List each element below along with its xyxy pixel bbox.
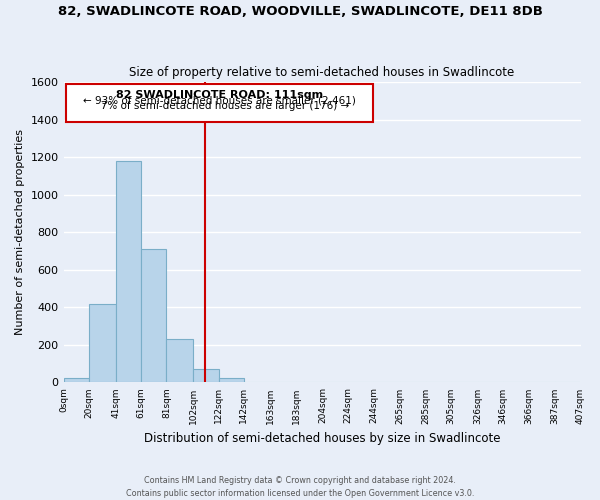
Text: ← 93% of semi-detached houses are smaller (2,461): ← 93% of semi-detached houses are smalle… — [83, 96, 356, 106]
Bar — [141, 250, 166, 382]
Bar — [89, 304, 116, 382]
Bar — [193, 370, 218, 382]
Text: 7% of semi-detached houses are larger (176) →: 7% of semi-detached houses are larger (1… — [91, 101, 349, 111]
Text: 82 SWADLINCOTE ROAD: 111sqm: 82 SWADLINCOTE ROAD: 111sqm — [116, 90, 323, 100]
Bar — [218, 378, 244, 382]
X-axis label: Distribution of semi-detached houses by size in Swadlincote: Distribution of semi-detached houses by … — [144, 432, 500, 445]
Text: 82, SWADLINCOTE ROAD, WOODVILLE, SWADLINCOTE, DE11 8DB: 82, SWADLINCOTE ROAD, WOODVILLE, SWADLIN… — [58, 5, 542, 18]
Title: Size of property relative to semi-detached houses in Swadlincote: Size of property relative to semi-detach… — [130, 66, 515, 78]
Bar — [116, 161, 141, 382]
FancyBboxPatch shape — [66, 84, 373, 122]
Text: Contains HM Land Registry data © Crown copyright and database right 2024.
Contai: Contains HM Land Registry data © Crown c… — [126, 476, 474, 498]
Bar — [166, 340, 193, 382]
Bar — [64, 378, 89, 382]
Y-axis label: Number of semi-detached properties: Number of semi-detached properties — [15, 130, 25, 336]
